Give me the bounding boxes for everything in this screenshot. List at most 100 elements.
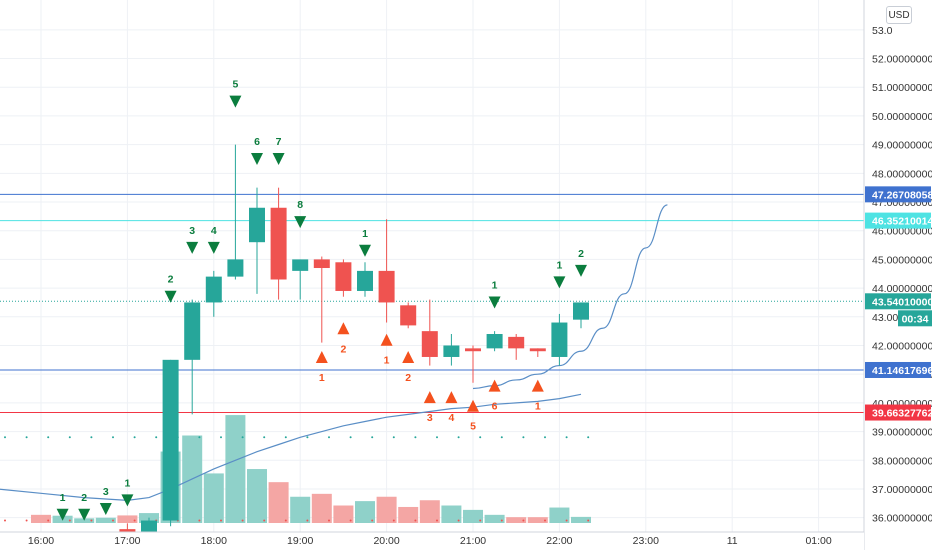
horizontal-levels[interactable] [0,193,864,414]
candle-body [551,322,568,357]
buy-count-label: 1 [556,259,562,271]
level-dot [68,519,71,522]
level-dot [25,519,28,522]
volume-bar [484,514,505,523]
moving-average-line [0,393,582,502]
sell-marker [315,350,328,363]
candle-body [184,302,201,360]
level-badge: 46.35210014 [872,216,932,228]
price-tick-label: 38.00000000 [872,455,932,467]
volume-bar [527,517,548,523]
volume-bar [247,469,267,523]
candle-body [292,259,309,271]
sell-marker [531,379,544,392]
level-dot [306,436,309,439]
volume-bar [463,509,483,523]
time-axis[interactable]: 16:00 17:00 18:00 19:00 20:00 21:00 22:00 23:00… [0,531,864,550]
candle-body [508,336,525,349]
buy-marker [78,508,91,521]
volume-bar [441,505,462,523]
level-dot [587,436,590,439]
level-dot [457,519,460,522]
price-tick-label: 51.00000000 [872,82,932,94]
level-dot [198,436,201,439]
price-tick-label: 46.00000000 [872,226,932,238]
currency-button[interactable]: USD [886,6,912,24]
buy-marker [207,241,220,254]
level-dot [4,436,6,439]
volume-bar [333,505,354,523]
candle-body [249,207,265,243]
buy-count-label: 8 [297,199,303,211]
sell-count-label: 4 [448,412,454,424]
level-dot [436,519,438,522]
price-axis[interactable]: 36.00000000 37.00000000 38.00000000 39.0000… [863,0,932,550]
sell-count-label: 2 [405,372,411,384]
volume-bar [311,493,332,523]
level-badge-bg [865,404,931,421]
buy-count-label: 3 [103,486,109,498]
volume-bar [398,506,419,523]
level-badge: 39.66327762 [872,408,932,420]
level-dot [371,436,374,439]
buy-count-label: 2 [168,274,174,286]
level-dot [220,519,222,522]
candle-body [465,348,481,352]
candle-body [378,270,395,303]
buy-count-label: 1 [492,279,498,291]
level-dot [263,436,266,439]
price-tick-label: 52.00000000 [872,54,932,66]
buy-count-label: 2 [81,492,87,504]
level-dot [4,519,6,522]
level-badge: 41.14617696 [872,365,932,377]
level-dot [306,519,309,522]
level-dot [587,519,590,522]
buy-marker [251,152,263,165]
level-badge-bg [865,186,931,203]
level-dot [90,436,93,439]
time-tick-label: 11 [727,535,738,547]
sell-count-label: 3 [427,412,433,424]
level-dot [457,436,460,439]
level-badge: 47.26708058 [872,189,932,201]
volume-bar [95,517,116,523]
level-dot [414,519,417,522]
buy-marker [121,494,134,507]
candle-body [443,345,460,357]
buy-marker [553,276,566,289]
level-dot [436,436,438,439]
candle-body [205,276,222,303]
level-dot [328,436,330,439]
volume-bar [117,515,138,523]
price-tick-label: 48.00000000 [872,168,932,180]
buy-count-label: 1 [60,492,66,504]
sell-marker [467,399,479,412]
level-dot [241,519,244,522]
level-dot [241,436,244,439]
sell-marker [337,322,350,335]
buy-marker [575,264,587,277]
volume-bar [31,514,51,523]
level-dot [392,436,395,439]
level-dot [198,519,201,522]
current-price-badge: 43.54010000 [872,296,932,308]
candle-body [421,331,438,357]
level-dot [284,519,287,522]
level-badge-bg [865,361,931,378]
candle-body [313,259,330,269]
level-dot [565,519,568,522]
level-dot [522,519,525,522]
sell-marker [380,333,393,346]
price-tick-label: 36.00000000 [872,513,932,525]
level-dot [220,436,222,439]
candle-body [400,305,417,326]
time-tick-label: 23:00 [633,535,659,547]
level-dot [263,519,266,522]
price-tick-label: 45.00000000 [872,254,932,266]
buy-marker [164,290,177,303]
candle-body [357,270,373,291]
level-dot [25,436,28,439]
level-dot [392,519,395,522]
